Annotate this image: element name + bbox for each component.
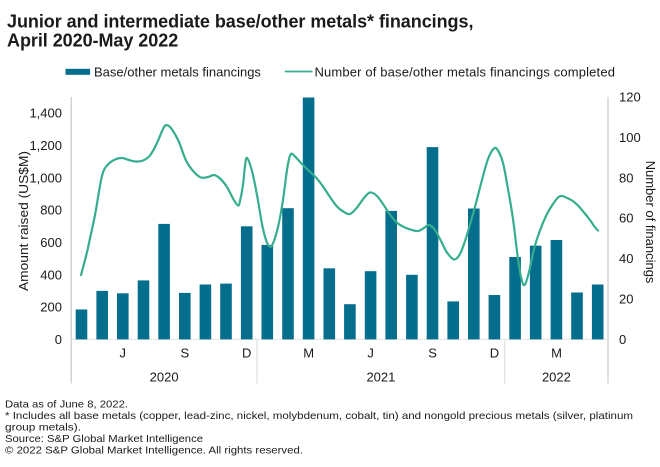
svg-text:100: 100 [619, 130, 641, 145]
svg-text:D: D [490, 346, 499, 361]
svg-text:400: 400 [40, 267, 62, 282]
svg-text:1,400: 1,400 [29, 106, 62, 121]
svg-text:Base/other metals financings: Base/other metals financings [94, 65, 261, 80]
svg-text:group metals).: group metals). [5, 422, 81, 434]
svg-text:40: 40 [619, 251, 633, 266]
svg-text:120: 120 [619, 90, 641, 105]
svg-text:J: J [120, 346, 127, 361]
svg-text:20: 20 [619, 292, 633, 307]
svg-text:S: S [180, 346, 189, 361]
svg-text:0: 0 [55, 332, 62, 347]
svg-text:* Includes all base metals (co: * Includes all base metals (copper, lead… [5, 410, 633, 422]
svg-text:Number of financings: Number of financings [643, 161, 658, 284]
svg-text:80: 80 [619, 170, 633, 185]
svg-text:M: M [303, 346, 314, 361]
svg-text:© 2022 S&P Global Market Intel: © 2022 S&P Global Market Intelligence. A… [5, 445, 303, 457]
svg-text:Number of base/other metals fi: Number of base/other metals financings c… [315, 65, 616, 80]
svg-text:April 2020-May 2022: April 2020-May 2022 [7, 31, 178, 51]
svg-text:Source: S&P Global Market Inte: Source: S&P Global Market Intelligence [5, 433, 203, 445]
svg-text:J: J [367, 346, 374, 361]
svg-text:Data as of June 8, 2022.: Data as of June 8, 2022. [5, 399, 128, 411]
svg-text:2021: 2021 [366, 370, 395, 385]
svg-text:60: 60 [619, 211, 633, 226]
svg-text:1,200: 1,200 [29, 138, 62, 153]
svg-text:S: S [428, 346, 437, 361]
svg-text:Amount raised (US$M): Amount raised (US$M) [16, 151, 31, 291]
svg-text:800: 800 [40, 203, 62, 218]
svg-text:M: M [551, 346, 562, 361]
svg-text:2022: 2022 [542, 370, 571, 385]
svg-text:1,000: 1,000 [29, 170, 62, 185]
svg-text:0: 0 [619, 332, 626, 347]
svg-text:200: 200 [40, 300, 62, 315]
svg-text:Junior and intermediate base/o: Junior and intermediate base/other metal… [7, 12, 473, 32]
svg-text:600: 600 [40, 235, 62, 250]
svg-text:D: D [242, 346, 251, 361]
svg-text:2020: 2020 [150, 370, 179, 385]
